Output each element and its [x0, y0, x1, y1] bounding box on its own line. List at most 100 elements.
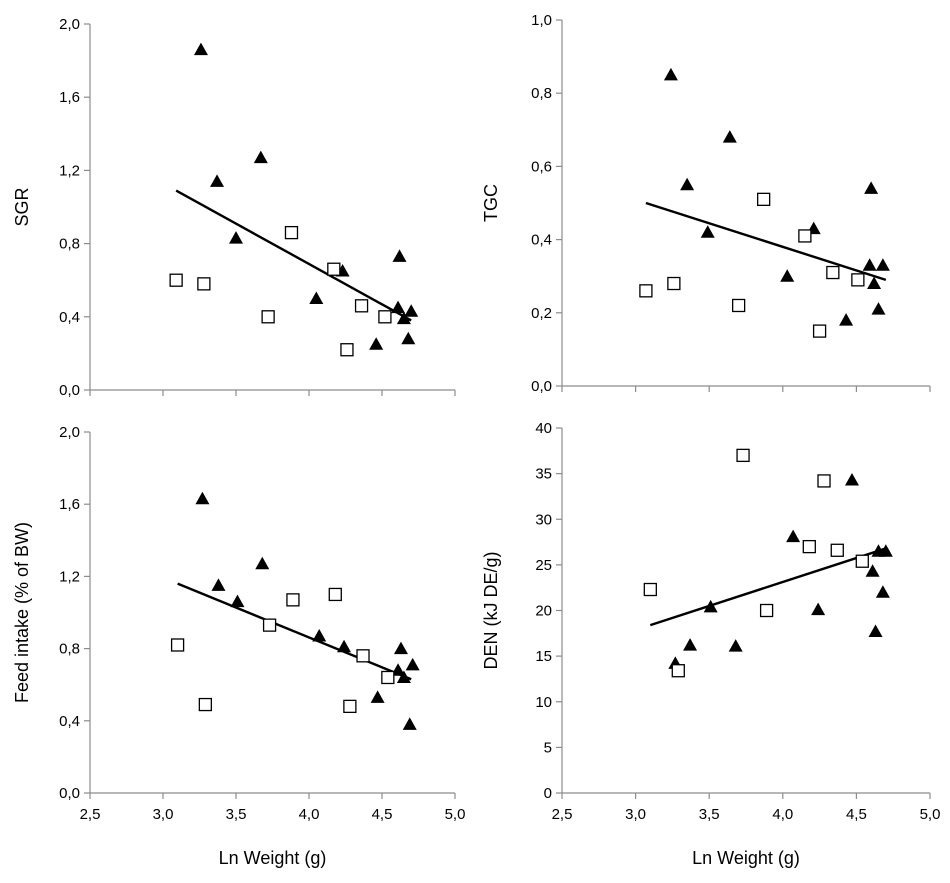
x-tick-label: 3,5: [699, 806, 720, 823]
square-point: [378, 310, 392, 324]
triangle-point: [864, 181, 879, 194]
y-axis-title: TGC: [481, 184, 501, 222]
square-point: [759, 603, 774, 618]
triangle-point: [391, 300, 406, 314]
y-tick-label: 5: [544, 739, 552, 756]
square-point: [731, 298, 746, 313]
triangle-point: [253, 150, 268, 164]
y-tick-label: 40: [535, 420, 552, 437]
chart-sgr: 0,0 0,4 0,8 1,2 1,6 2,0 SGR: [12, 16, 456, 399]
square-point: [354, 299, 369, 313]
y-tick-label: 1,6: [59, 89, 80, 106]
square-point: [328, 587, 342, 602]
x-tick-label: 2,5: [80, 806, 101, 823]
triangle-point: [193, 42, 208, 56]
triangle-point: [862, 258, 877, 271]
x-tick-label: 4,0: [299, 806, 320, 823]
square-point: [855, 554, 869, 568]
square-point: [736, 448, 750, 463]
triangle-point: [811, 602, 826, 616]
triangle-point: [369, 337, 384, 350]
square-point: [198, 697, 212, 712]
square-point: [327, 262, 341, 276]
y-tick-label: 0,0: [59, 785, 80, 802]
y-tick-label: 30: [535, 511, 552, 528]
square-point: [197, 277, 211, 291]
trendline: [175, 189, 412, 322]
y-tick-label: 1,2: [59, 568, 80, 585]
triangle-point: [401, 331, 416, 345]
triangle-point: [663, 67, 678, 81]
triangle-point: [878, 544, 893, 557]
square-point: [170, 638, 185, 652]
x-tick-label: 2,5: [552, 806, 573, 823]
triangle-point: [722, 130, 737, 143]
square-point: [826, 265, 840, 280]
y-tick-label: 0,4: [531, 232, 552, 249]
y-tick-label: 20: [535, 603, 552, 620]
x-tick-label: 3,0: [153, 806, 174, 823]
triangle-point: [309, 291, 324, 304]
triangle-point: [780, 269, 795, 282]
square-point: [381, 670, 395, 685]
x-axis-title: Ln Weight (g): [692, 848, 800, 868]
triangle-point: [396, 670, 411, 683]
y-tick-label: 0,4: [59, 713, 80, 730]
square-point: [286, 593, 300, 607]
triangle-point: [255, 556, 270, 570]
square-point: [798, 229, 812, 243]
y-tick-label: 0: [544, 785, 552, 802]
square-point: [817, 474, 831, 488]
square-point: [340, 343, 354, 357]
trendline: [645, 201, 887, 282]
y-tick-label: 1,0: [531, 12, 552, 29]
x-tick-label: 5,0: [445, 806, 466, 823]
triangle-point: [230, 594, 245, 608]
x-axis-title: Ln Weight (g): [219, 848, 327, 868]
triangle-point: [683, 638, 698, 651]
y-tick-label: 1,6: [59, 496, 80, 513]
triangle-point: [392, 249, 407, 262]
y-tick-label: 10: [535, 694, 552, 711]
triangle-point: [875, 258, 890, 271]
triangle-point: [728, 639, 743, 652]
square-point: [757, 192, 771, 206]
y-tick-label: 0,4: [59, 309, 80, 326]
x-tick-label: 4,5: [372, 806, 393, 823]
y-axis-title: SGR: [12, 187, 32, 226]
square-point: [812, 324, 827, 338]
square-point: [802, 539, 816, 554]
square-point: [169, 273, 183, 287]
y-tick-label: 15: [535, 648, 552, 665]
square-point: [284, 225, 299, 240]
y-tick-label: 0,8: [59, 236, 80, 253]
y-tick-label: 1,2: [59, 162, 80, 179]
triangle-point: [195, 491, 210, 505]
triangle-point: [703, 599, 718, 613]
triangle-point: [210, 174, 225, 187]
triangle-point: [404, 304, 419, 317]
triangle-point: [393, 641, 408, 655]
triangle-point: [370, 690, 385, 703]
trendline: [177, 582, 412, 681]
triangle-point: [229, 231, 243, 244]
square-point: [261, 310, 275, 324]
triangle-point: [402, 717, 417, 730]
triangle-point: [871, 302, 886, 315]
triangle-point: [337, 639, 352, 653]
x-tick-label: 3,5: [226, 806, 247, 823]
triangle-point: [839, 313, 854, 326]
x-tick-label: 3,0: [625, 806, 646, 823]
triangle-point: [867, 276, 882, 290]
square-point: [639, 284, 653, 298]
y-tick-label: 0,8: [531, 85, 552, 102]
triangle-point: [211, 578, 226, 591]
y-axis-title: DEN (kJ DE/g): [481, 551, 501, 669]
square-point: [671, 664, 685, 678]
y-tick-label: 25: [535, 557, 552, 574]
x-tick-label: 4,0: [772, 806, 793, 823]
triangle-point: [868, 624, 883, 637]
triangle-point: [865, 564, 880, 577]
y-tick-label: 0,6: [531, 158, 552, 175]
triangle-point: [680, 177, 695, 191]
